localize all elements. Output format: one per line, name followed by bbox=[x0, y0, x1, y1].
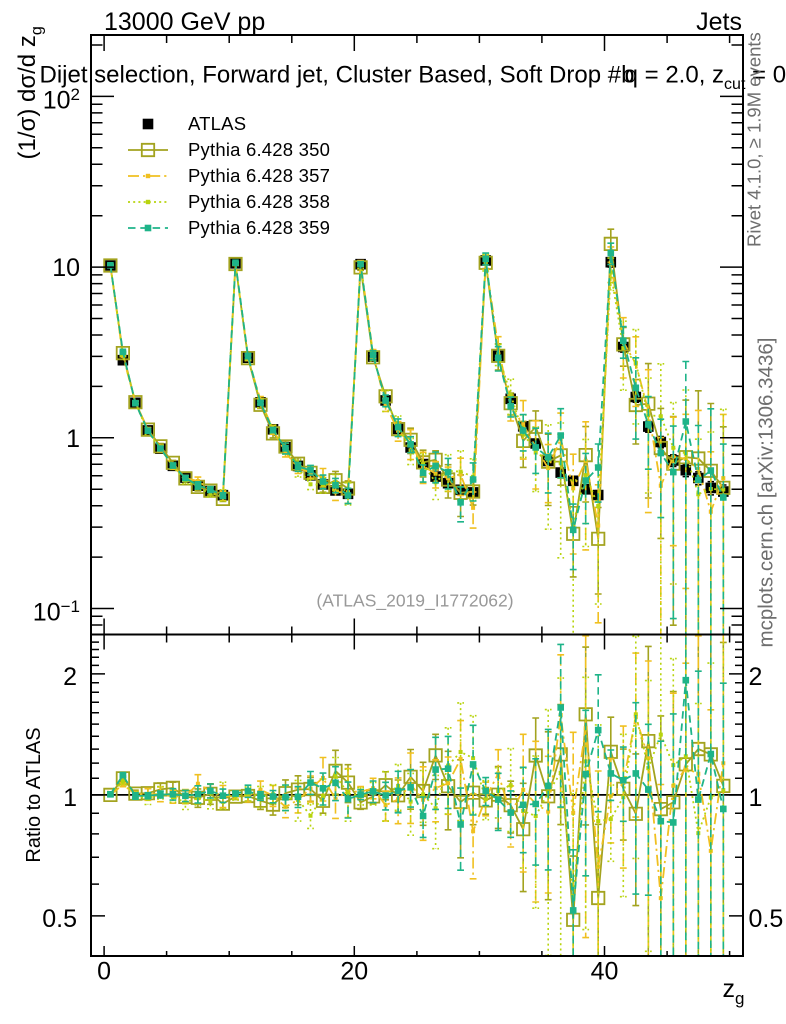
svg-text:0.5: 0.5 bbox=[749, 905, 784, 933]
svg-text:Dijet selection, Forward jet,: Dijet selection, Forward jet, Cluster Ba… bbox=[40, 61, 786, 93]
svg-text:ATLAS: ATLAS bbox=[188, 113, 246, 134]
svg-text:Pythia 6.428 358: Pythia 6.428 358 bbox=[188, 191, 330, 212]
svg-text:Pythia 6.428 359: Pythia 6.428 359 bbox=[188, 217, 330, 238]
svg-text:2: 2 bbox=[63, 663, 77, 691]
svg-text:13000 GeV pp: 13000 GeV pp bbox=[104, 8, 265, 36]
svg-text:Jets: Jets bbox=[696, 8, 742, 36]
svg-text:(1/σ) dσ/d zg: (1/σ) dσ/d zg bbox=[14, 26, 46, 159]
svg-text:Rivet 4.1.0, ≥ 1.9M events: Rivet 4.1.0, ≥ 1.9M events bbox=[744, 32, 765, 247]
svg-text:0: 0 bbox=[97, 957, 111, 985]
svg-text:10: 10 bbox=[52, 254, 80, 282]
svg-text:1: 1 bbox=[66, 425, 80, 453]
svg-text:1: 1 bbox=[63, 784, 77, 812]
svg-text:(ATLAS_2019_I1772062): (ATLAS_2019_I1772062) bbox=[316, 591, 513, 612]
svg-text:mcplots.cern.ch [arXiv:1306.34: mcplots.cern.ch [arXiv:1306.3436] bbox=[755, 338, 778, 648]
svg-text:Ratio to ATLAS: Ratio to ATLAS bbox=[23, 727, 45, 862]
svg-text:1: 1 bbox=[749, 784, 763, 812]
svg-text:Pythia 6.428 350: Pythia 6.428 350 bbox=[188, 139, 330, 160]
svg-text:Pythia 6.428 357: Pythia 6.428 357 bbox=[188, 165, 330, 186]
svg-text:0.5: 0.5 bbox=[42, 905, 77, 933]
svg-text:2: 2 bbox=[749, 663, 763, 691]
svg-text:20: 20 bbox=[340, 957, 368, 985]
svg-text:40: 40 bbox=[591, 957, 619, 985]
